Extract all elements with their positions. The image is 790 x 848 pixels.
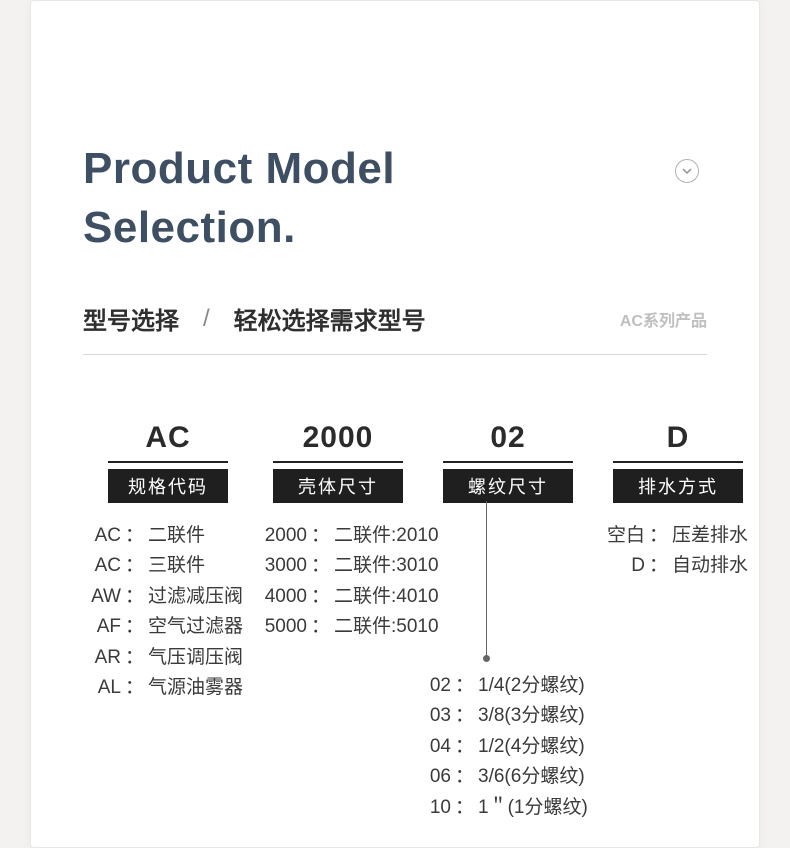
list-item: AW：过滤减压阀	[83, 582, 253, 612]
list-item: 03：3/8(3分螺纹)	[423, 701, 653, 731]
list-item: 空白：压差排水	[603, 521, 790, 551]
item-value: 自动排水	[672, 551, 748, 581]
item-value: 1/4(2分螺纹)	[478, 671, 585, 701]
subtitle-left: 型号选择 / 轻松选择需求型号	[83, 301, 426, 336]
code-value: D	[613, 421, 743, 463]
item-value: 二联件:5010	[334, 612, 439, 642]
code-badge: 排水方式	[613, 469, 743, 503]
item-colon: ：	[307, 521, 334, 551]
chevron-down-icon[interactable]	[675, 159, 699, 183]
list-item: D：自动排水	[603, 551, 790, 581]
item-key: AC	[83, 551, 121, 581]
item-value: 二联件:2010	[334, 521, 439, 551]
item-key: 5000	[253, 612, 307, 642]
item-key: 2000	[253, 521, 307, 551]
code-badge: 螺纹尺寸	[443, 469, 573, 503]
list-item: 10：1＂(1分螺纹)	[423, 793, 653, 823]
item-colon: ：	[645, 521, 672, 551]
item-colon: ：	[451, 762, 478, 792]
code-col-body: 2000 壳体尺寸	[253, 421, 423, 503]
model-code-row: AC 规格代码 2000 壳体尺寸 02 螺纹尺寸 D 排水方式	[83, 421, 707, 503]
item-colon: ：	[451, 671, 478, 701]
code-col-thread: 02 螺纹尺寸	[423, 421, 593, 503]
series-label: AC系列产品	[620, 307, 707, 331]
item-key: 4000	[253, 582, 307, 612]
item-value: 气源油雾器	[148, 673, 243, 703]
list-item: 4000：二联件:4010	[253, 582, 453, 612]
item-value: 压差排水	[672, 521, 748, 551]
item-key: AR	[83, 643, 121, 673]
item-value: 3/8(3分螺纹)	[478, 701, 585, 731]
item-key: AW	[83, 582, 121, 612]
list-item: AC：三联件	[83, 551, 253, 581]
item-value: 过滤减压阀	[148, 582, 243, 612]
item-key: 06	[423, 762, 451, 792]
item-colon: ：	[121, 582, 148, 612]
code-value: 02	[443, 421, 573, 463]
item-colon: ：	[451, 701, 478, 731]
item-key: 3000	[253, 551, 307, 581]
code-value: AC	[108, 421, 228, 463]
page-title: Product Model Selection.	[83, 139, 395, 258]
title-line1: Product Model	[83, 144, 395, 193]
item-value: 二联件:3010	[334, 551, 439, 581]
item-key: 04	[423, 732, 451, 762]
item-key: 空白	[603, 521, 645, 551]
thread-size-list: 02：1/4(2分螺纹)03：3/8(3分螺纹)04：1/2(4分螺纹)06：3…	[423, 671, 653, 823]
item-value: 三联件	[148, 551, 205, 581]
item-colon: ：	[451, 732, 478, 762]
item-value: 1/2(4分螺纹)	[478, 732, 585, 762]
list-item: AF：空气过滤器	[83, 612, 253, 642]
item-colon: ：	[645, 551, 672, 581]
item-key: AF	[83, 612, 121, 642]
code-col-spec: AC 规格代码	[83, 421, 253, 503]
product-card: Product Model Selection. 型号选择 / 轻松选择需求型号…	[30, 0, 760, 848]
code-badge: 规格代码	[108, 469, 228, 503]
list-item: AR：气压调压阀	[83, 643, 253, 673]
item-colon: ：	[121, 612, 148, 642]
item-value: 1＂(1分螺纹)	[478, 793, 588, 823]
code-value: 2000	[273, 421, 403, 463]
item-colon: ：	[121, 673, 148, 703]
list-item: AC：二联件	[83, 521, 253, 551]
list-item: 2000：二联件:2010	[253, 521, 453, 551]
item-value: 二联件	[148, 521, 205, 551]
description-area: AC：二联件AC：三联件AW：过滤减压阀AF：空气过滤器AR：气压调压阀AL：气…	[83, 521, 707, 703]
list-item: 06：3/6(6分螺纹)	[423, 762, 653, 792]
subtitle-secondary: 轻松选择需求型号	[234, 301, 426, 336]
title-line2: Selection.	[83, 203, 296, 252]
item-colon: ：	[121, 643, 148, 673]
item-key: AC	[83, 521, 121, 551]
item-key: 02	[423, 671, 451, 701]
item-colon: ：	[307, 612, 334, 642]
subtitle-slash: /	[203, 305, 210, 333]
item-value: 空气过滤器	[148, 612, 243, 642]
drain-type-list: 空白：压差排水D：自动排水	[603, 521, 790, 582]
item-key: 10	[423, 793, 451, 823]
list-item: 3000：二联件:3010	[253, 551, 453, 581]
list-item: AL：气源油雾器	[83, 673, 253, 703]
item-colon: ：	[307, 582, 334, 612]
item-colon: ：	[451, 793, 478, 823]
subtitle-primary: 型号选择	[83, 301, 179, 336]
code-col-drain: D 排水方式	[593, 421, 763, 503]
item-colon: ：	[121, 551, 148, 581]
item-key: 03	[423, 701, 451, 731]
list-item: 5000：二联件:5010	[253, 612, 453, 642]
item-key: AL	[83, 673, 121, 703]
list-item: 04：1/2(4分螺纹)	[423, 732, 653, 762]
subtitle-row: 型号选择 / 轻松选择需求型号 AC系列产品	[83, 301, 707, 355]
item-value: 气压调压阀	[148, 643, 243, 673]
item-colon: ：	[307, 551, 334, 581]
item-colon: ：	[121, 521, 148, 551]
spec-list: AC：二联件AC：三联件AW：过滤减压阀AF：空气过滤器AR：气压调压阀AL：气…	[83, 521, 253, 703]
item-key: D	[603, 551, 645, 581]
code-badge: 壳体尺寸	[273, 469, 403, 503]
item-value: 二联件:4010	[334, 582, 439, 612]
list-item: 02：1/4(2分螺纹)	[423, 671, 653, 701]
item-value: 3/6(6分螺纹)	[478, 762, 585, 792]
